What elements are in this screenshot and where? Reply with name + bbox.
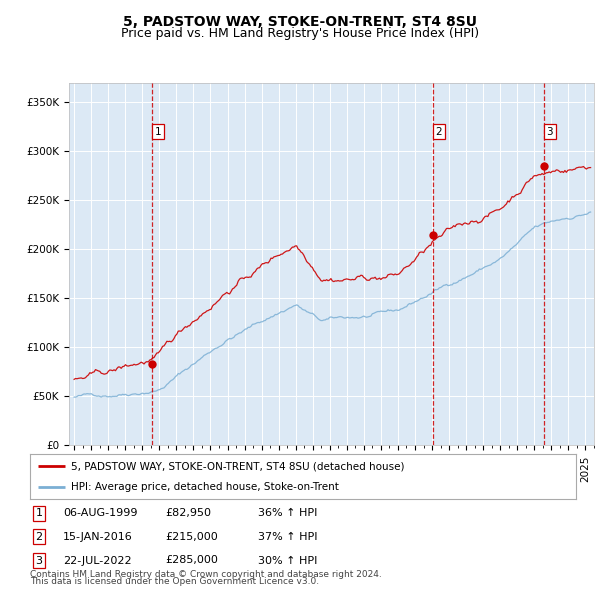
Text: 2: 2: [35, 532, 43, 542]
Text: £215,000: £215,000: [165, 532, 218, 542]
Text: Contains HM Land Registry data © Crown copyright and database right 2024.: Contains HM Land Registry data © Crown c…: [30, 571, 382, 579]
Text: 3: 3: [546, 127, 553, 136]
Text: 15-JAN-2016: 15-JAN-2016: [63, 532, 133, 542]
Text: Price paid vs. HM Land Registry's House Price Index (HPI): Price paid vs. HM Land Registry's House …: [121, 27, 479, 40]
Text: 1: 1: [155, 127, 161, 136]
Text: £285,000: £285,000: [165, 556, 218, 565]
Text: This data is licensed under the Open Government Licence v3.0.: This data is licensed under the Open Gov…: [30, 578, 319, 586]
Text: 1: 1: [35, 509, 43, 518]
Text: £82,950: £82,950: [165, 509, 211, 518]
Text: 5, PADSTOW WAY, STOKE-ON-TRENT, ST4 8SU: 5, PADSTOW WAY, STOKE-ON-TRENT, ST4 8SU: [123, 15, 477, 29]
Text: 2: 2: [436, 127, 442, 136]
Text: HPI: Average price, detached house, Stoke-on-Trent: HPI: Average price, detached house, Stok…: [71, 481, 339, 491]
Text: 06-AUG-1999: 06-AUG-1999: [63, 509, 137, 518]
Text: 37% ↑ HPI: 37% ↑ HPI: [258, 532, 317, 542]
Text: 3: 3: [35, 556, 43, 565]
Text: 5, PADSTOW WAY, STOKE-ON-TRENT, ST4 8SU (detached house): 5, PADSTOW WAY, STOKE-ON-TRENT, ST4 8SU …: [71, 461, 404, 471]
Text: 36% ↑ HPI: 36% ↑ HPI: [258, 509, 317, 518]
Text: 22-JUL-2022: 22-JUL-2022: [63, 556, 131, 565]
Text: 30% ↑ HPI: 30% ↑ HPI: [258, 556, 317, 565]
